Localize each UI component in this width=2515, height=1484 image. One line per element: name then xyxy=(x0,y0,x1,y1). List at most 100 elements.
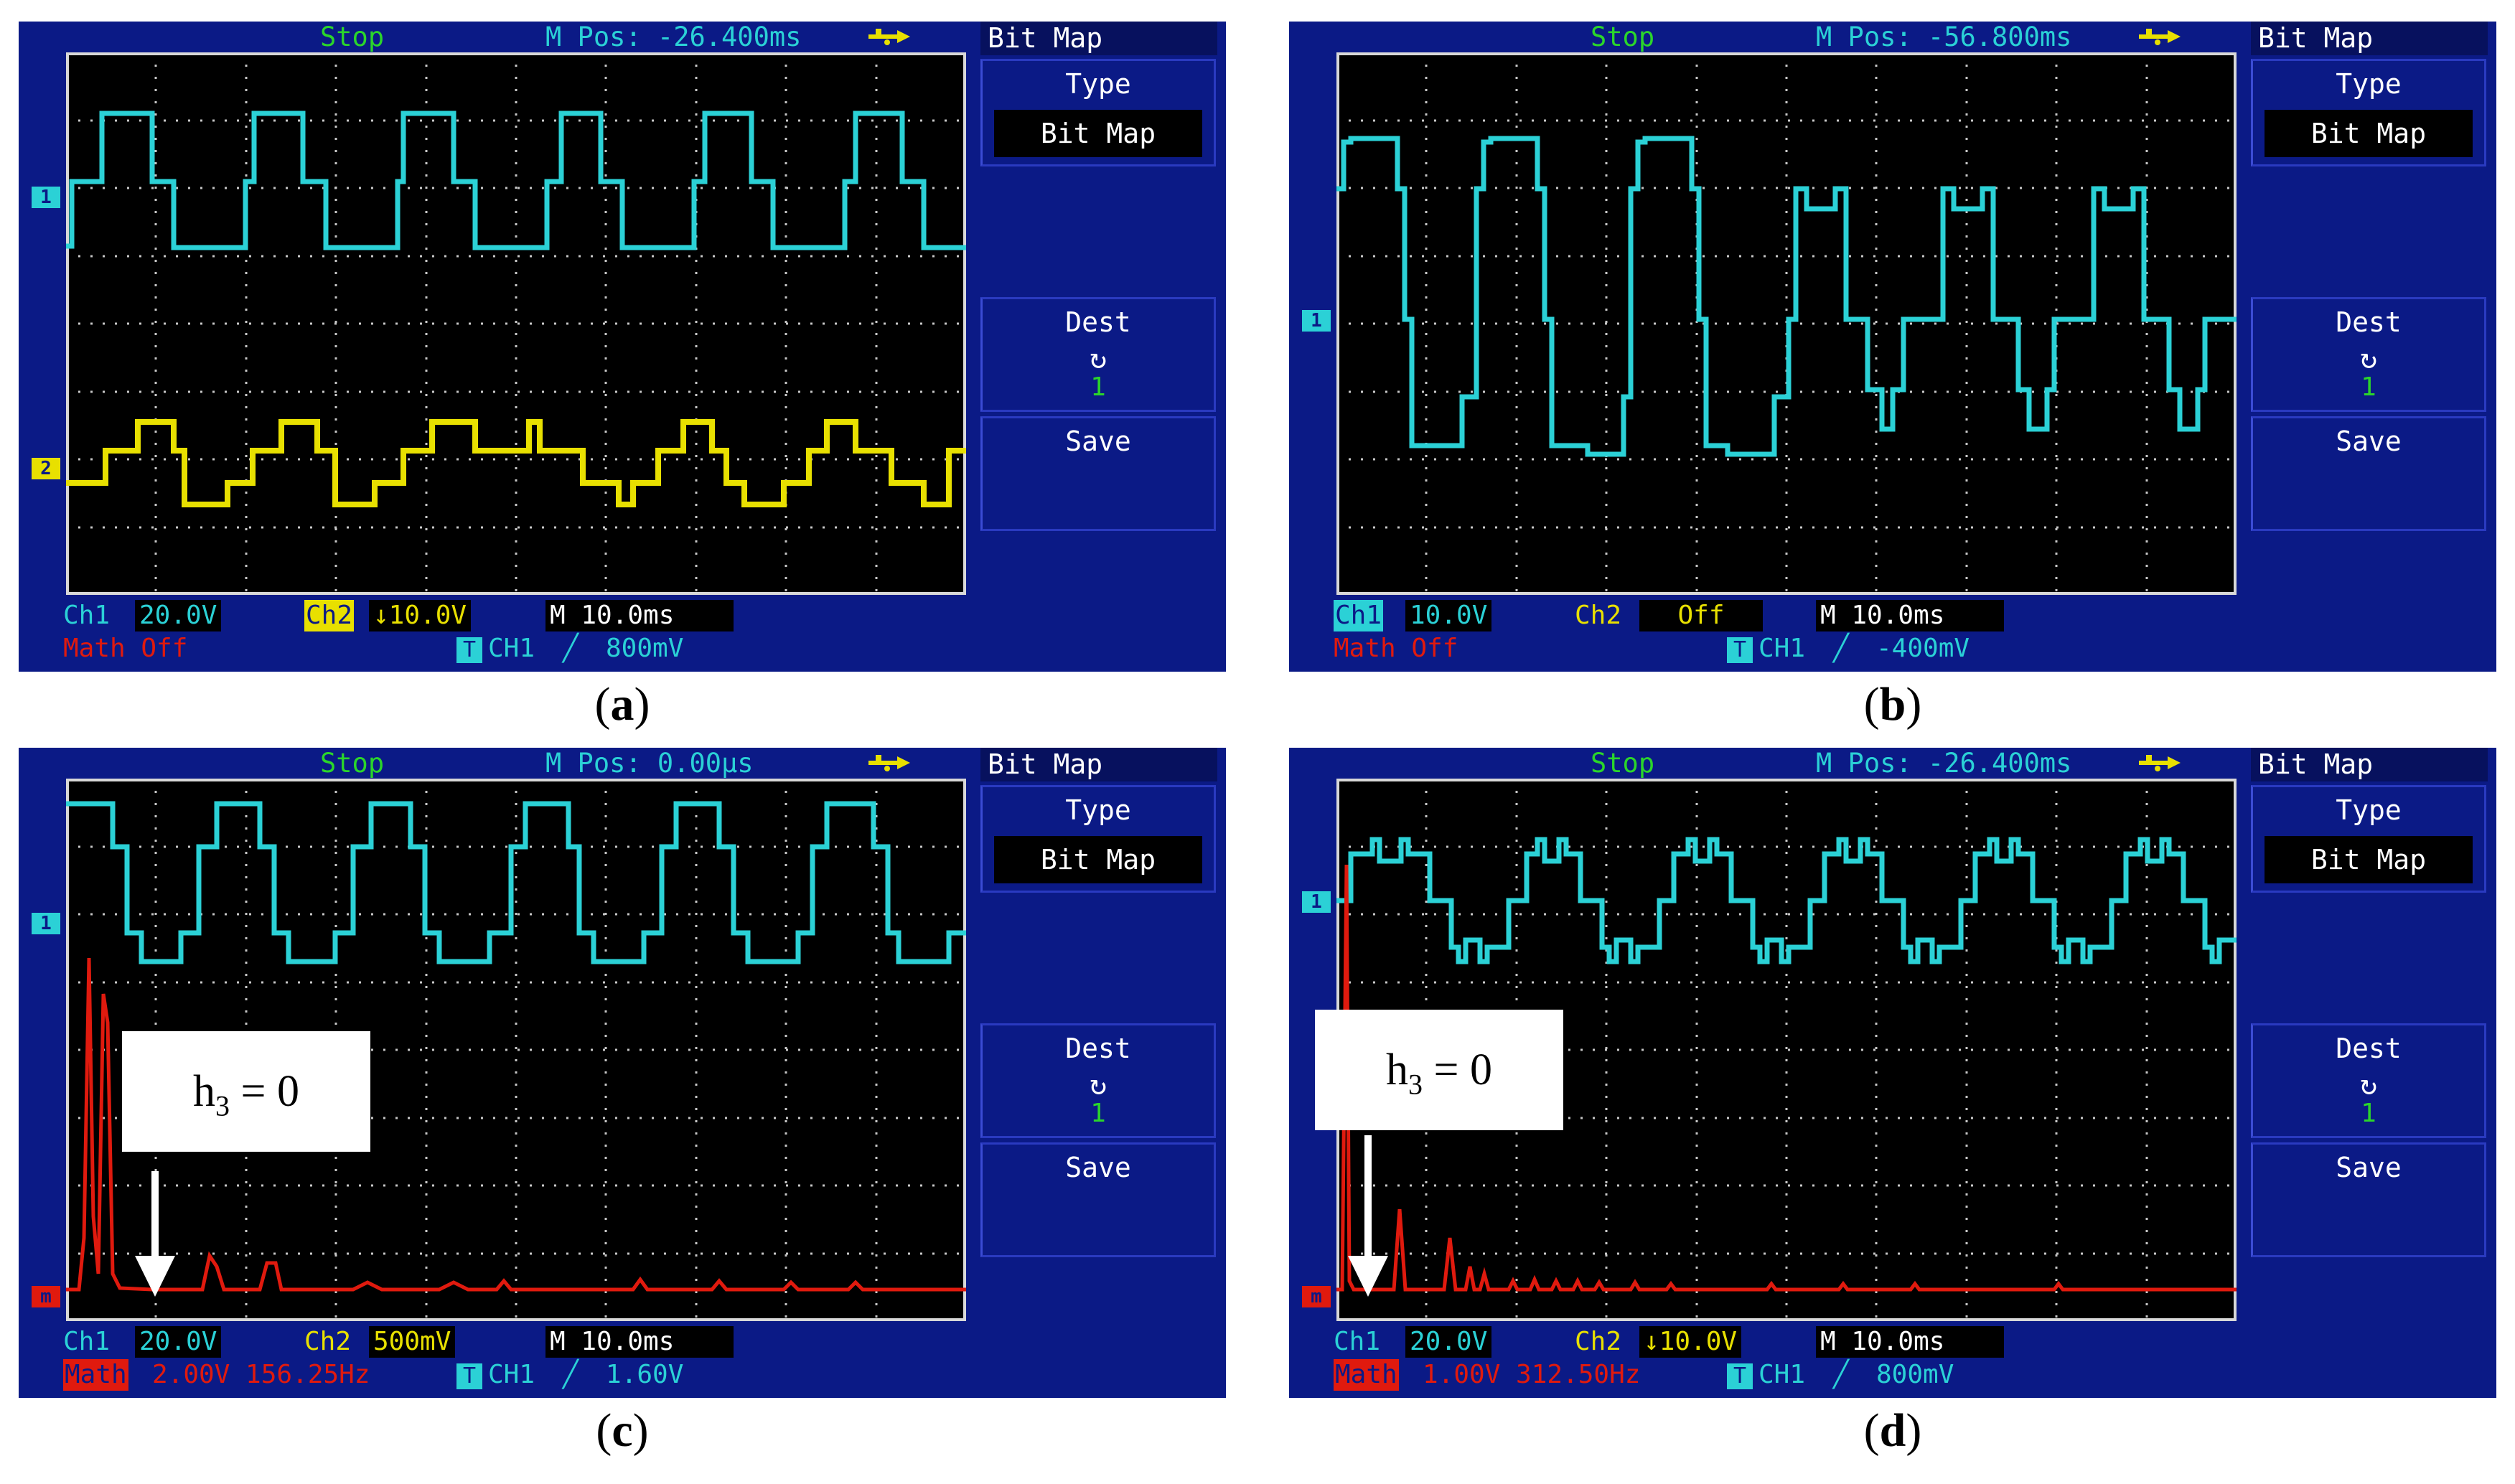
trigger-source: T CH1 xyxy=(456,633,535,664)
oscilloscope-screen-d: Stop M Pos: -26.400ms h3 = 0 1 m Ch1 20.… xyxy=(1289,748,2496,1398)
timebase: M 10.0ms xyxy=(1816,1326,2004,1358)
ch1-scale: 10.0V xyxy=(1405,600,1492,631)
save-softkey[interactable]: Save xyxy=(980,1142,1216,1257)
oscilloscope-screen-b: Stop M Pos: -56.800ms 1 Ch1 10.0V Ch2 Of… xyxy=(1289,22,2496,672)
trigger-slope-icon: ╱ xyxy=(563,1360,579,1389)
softkey-menu: Bit Map Type Bit Map Dest ↻ 1 Save xyxy=(980,22,1226,672)
grid-and-traces-b xyxy=(1336,52,2237,595)
usb-icon xyxy=(868,755,910,771)
softkey-menu: Bit Map Type Bit Map Dest ↻ 1 Save xyxy=(980,748,1226,1398)
trigger-source: T CH1 xyxy=(456,1359,535,1391)
status-bar: Ch1 10.0V Ch2 Off M 10.0ms Math Off T CH1… xyxy=(1289,596,2251,672)
usb-icon xyxy=(2139,755,2181,771)
ch1-level-marker[interactable]: 1 xyxy=(1302,891,1331,913)
trigger-source: T CH1 xyxy=(1727,1359,1805,1391)
softkey-menu: Bit Map Type Bit Map Dest ↻ 1 Save xyxy=(2251,22,2496,672)
panel-c: Stop M Pos: 0.00μs h3 = 0 1 m Ch1 20.0V … xyxy=(19,748,1226,1457)
usb-icon xyxy=(2139,29,2181,45)
save-label: Save xyxy=(1065,426,1131,457)
m-pos-readout: M Pos: -26.400ms xyxy=(545,22,802,52)
trigger-slope-icon: ╱ xyxy=(563,634,579,663)
menu-title: Bit Map xyxy=(980,748,1217,781)
ch1-trace xyxy=(66,111,966,250)
graticule xyxy=(1336,779,2237,1321)
type-value: Bit Map xyxy=(994,110,1202,157)
dest-softkey[interactable]: Dest ↻ 1 xyxy=(2251,297,2486,412)
math-level-marker[interactable]: m xyxy=(1302,1286,1331,1307)
graticule xyxy=(66,52,966,595)
math-scale: 1.00V 312.50Hz xyxy=(1423,1360,1641,1389)
run-status: Stop xyxy=(320,748,385,779)
menu-title: Bit Map xyxy=(2251,22,2488,55)
panel-d: Stop M Pos: -26.400ms h3 = 0 1 m Ch1 20.… xyxy=(1289,748,2496,1457)
math-label: Math xyxy=(63,1359,128,1391)
caption-d: (d) xyxy=(1863,1404,1922,1457)
type-value: Bit Map xyxy=(2265,110,2473,157)
run-status: Stop xyxy=(1591,22,1655,52)
ch2-level-marker[interactable]: 2 xyxy=(32,458,60,479)
grid-and-traces-a xyxy=(66,52,966,595)
save-label: Save xyxy=(1065,1152,1131,1183)
dest-label: Dest xyxy=(2336,306,2402,338)
ch2-scale: ↓10.0V xyxy=(369,600,472,631)
dest-value: 1 xyxy=(1090,372,1106,402)
type-softkey[interactable]: Type Bit Map xyxy=(980,59,1216,166)
type-softkey[interactable]: Type Bit Map xyxy=(2251,59,2486,166)
status-bar: Ch1 20.0V Ch2 ↓10.0V M 10.0ms Math 1.00V… xyxy=(1289,1322,2251,1398)
type-softkey[interactable]: Type Bit Map xyxy=(2251,785,2486,893)
ch1-level-marker[interactable]: 1 xyxy=(32,187,60,208)
type-label: Type xyxy=(1065,794,1131,826)
math-fft-trace xyxy=(66,957,966,1292)
save-label: Save xyxy=(2336,1152,2402,1183)
ch2-scale: ↓10.0V xyxy=(1639,1326,1742,1358)
trigger-level: 800mV xyxy=(606,634,684,663)
ch1-label: Ch1 xyxy=(63,1327,111,1356)
timebase: M 10.0ms xyxy=(545,600,734,631)
status-bar: Ch1 20.0V Ch2 ↓10.0V M 10.0ms Math Off T… xyxy=(19,596,980,672)
ch1-trace xyxy=(1336,136,2237,457)
caption-b: (b) xyxy=(1863,678,1922,731)
dest-softkey[interactable]: Dest ↻ 1 xyxy=(980,1023,1216,1138)
dest-value: 1 xyxy=(2361,1099,2376,1128)
usb-icon xyxy=(868,29,910,45)
menu-title: Bit Map xyxy=(2251,748,2488,781)
trigger-slope-icon: ╱ xyxy=(1833,1360,1849,1389)
status-bar: Ch1 20.0V Ch2 500mV M 10.0ms Math 2.00V … xyxy=(19,1322,980,1398)
ch2-label: Ch2 xyxy=(304,600,355,631)
dest-label: Dest xyxy=(2336,1033,2402,1064)
trigger-source: T CH1 xyxy=(1727,633,1805,664)
math-status: Math Off xyxy=(63,634,188,663)
ch1-level-marker[interactable]: 1 xyxy=(32,913,60,934)
trigger-level: 1.60V xyxy=(606,1360,684,1389)
ch2-trace xyxy=(66,419,966,507)
caption-c: (c) xyxy=(596,1404,649,1457)
menu-title: Bit Map xyxy=(980,22,1217,55)
math-label: Math xyxy=(1334,1359,1399,1391)
dest-softkey[interactable]: Dest ↻ 1 xyxy=(2251,1023,2486,1138)
arrow-down-icon xyxy=(135,1171,175,1297)
trigger-icon: T xyxy=(1727,637,1753,663)
caption-a: (a) xyxy=(594,678,650,731)
trigger-icon: T xyxy=(1727,1363,1753,1389)
rotate-icon: ↻ xyxy=(1089,1069,1107,1102)
waveform-display-b xyxy=(1336,52,2237,595)
dest-value: 1 xyxy=(2361,372,2376,402)
type-label: Type xyxy=(1065,68,1131,100)
save-softkey[interactable]: Save xyxy=(980,416,1216,531)
m-pos-readout: M Pos: 0.00μs xyxy=(545,748,754,779)
m-pos-readout: M Pos: -26.400ms xyxy=(1816,748,2072,779)
dest-value: 1 xyxy=(1090,1099,1106,1128)
dest-softkey[interactable]: Dest ↻ 1 xyxy=(980,297,1216,412)
ch1-level-marker[interactable]: 1 xyxy=(1302,310,1331,332)
timebase: M 10.0ms xyxy=(1816,600,2004,631)
ch1-scale: 20.0V xyxy=(1405,1326,1492,1358)
save-softkey[interactable]: Save xyxy=(2251,1142,2486,1257)
math-level-marker[interactable]: m xyxy=(32,1286,60,1307)
dest-label: Dest xyxy=(1065,306,1131,338)
math-fft-trace xyxy=(1336,864,2237,1292)
harmonic-annotation: h3 = 0 xyxy=(122,1031,370,1152)
rotate-icon: ↻ xyxy=(2359,1069,2378,1102)
type-softkey[interactable]: Type Bit Map xyxy=(980,785,1216,893)
ch2-scale: 500mV xyxy=(369,1326,456,1358)
save-softkey[interactable]: Save xyxy=(2251,416,2486,531)
